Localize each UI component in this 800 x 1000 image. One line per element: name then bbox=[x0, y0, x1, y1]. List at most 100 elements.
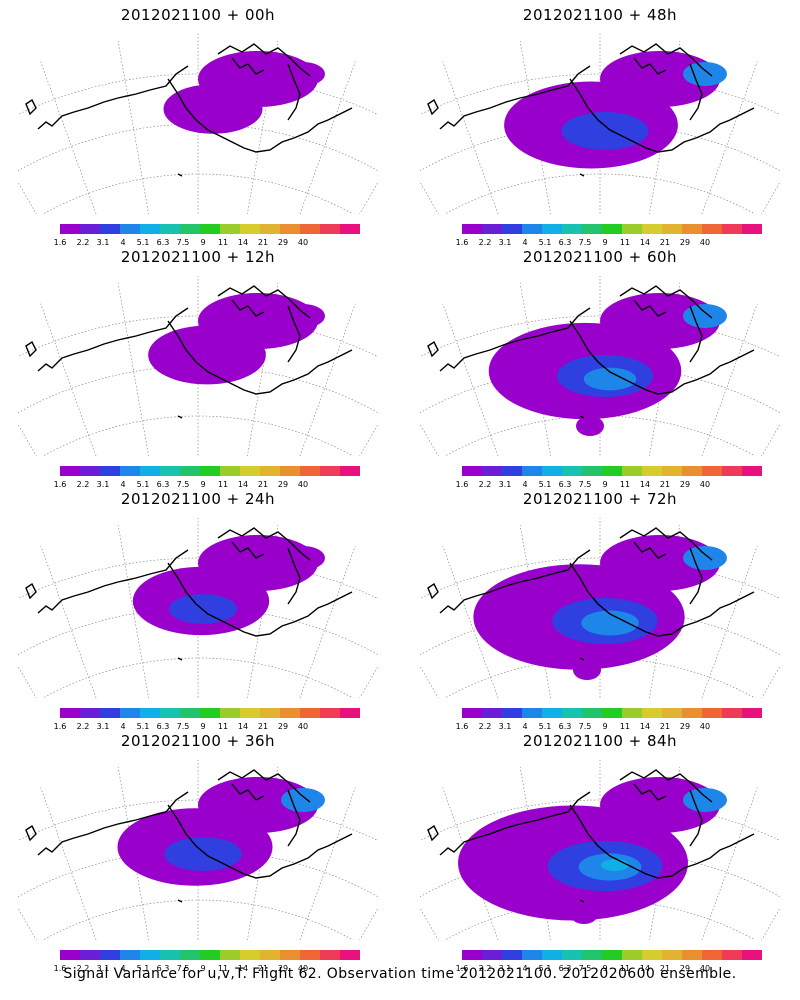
colorbar-tick-label: 7.5 bbox=[578, 238, 592, 247]
colorbar-tick-label: 1.6 bbox=[455, 722, 469, 731]
colorbar-swatch bbox=[120, 950, 141, 960]
colorbar-swatch bbox=[602, 224, 623, 234]
colorbar-swatch bbox=[662, 708, 683, 718]
colorbar-swatch bbox=[682, 224, 703, 234]
colorbar-tick-label: 9 bbox=[602, 964, 608, 973]
colorbar-tick-label: 5.1 bbox=[136, 722, 150, 731]
colorbar bbox=[60, 708, 360, 718]
colorbar-tick-label: 1.6 bbox=[53, 238, 67, 247]
colorbar-tick-label: 2.2 bbox=[478, 238, 492, 247]
colorbar-swatch bbox=[240, 224, 261, 234]
coastlines bbox=[25, 43, 353, 177]
colorbar-swatch bbox=[120, 466, 141, 476]
colorbar-tick-label: 9 bbox=[200, 238, 206, 247]
colorbar-swatch bbox=[340, 224, 360, 234]
map-view bbox=[420, 518, 780, 698]
colorbar-tick-label: 40 bbox=[297, 722, 309, 731]
colorbar-tick-label: 6.3 bbox=[156, 722, 170, 731]
colorbar-swatch bbox=[60, 466, 81, 476]
colorbar-tick-label: 2.2 bbox=[478, 480, 492, 489]
colorbar-tick-label: 9 bbox=[602, 722, 608, 731]
colorbar bbox=[462, 224, 762, 234]
colorbar-swatch bbox=[300, 466, 321, 476]
colorbar-swatch bbox=[622, 466, 643, 476]
colorbar-swatch bbox=[662, 224, 683, 234]
colorbar-tick-label: 3.1 bbox=[498, 722, 512, 731]
colorbar-tick-label: 21 bbox=[257, 964, 269, 973]
colorbar-tick-label: 6.3 bbox=[558, 964, 572, 973]
colorbar-tick-label: 2.2 bbox=[478, 722, 492, 731]
colorbar-tick-label: 5.1 bbox=[538, 964, 552, 973]
variance-shading bbox=[117, 777, 325, 886]
colorbar-tick-label: 9 bbox=[602, 480, 608, 489]
colorbar-swatch bbox=[602, 708, 623, 718]
colorbar-tick-label: 40 bbox=[297, 480, 309, 489]
colorbar-swatch bbox=[542, 224, 563, 234]
colorbar-tick-label: 29 bbox=[277, 480, 289, 489]
colorbar-swatch bbox=[502, 224, 523, 234]
colorbar-swatch bbox=[200, 466, 221, 476]
colorbar-swatch bbox=[462, 950, 483, 960]
colorbar-tick-label: 11 bbox=[619, 480, 631, 489]
forecast-panel: 2012021100 + 24h 1.6 2.2 3.1 4 5.1 6.3 7.5 9 11 14… bbox=[8, 486, 388, 731]
colorbar-tick-label: 40 bbox=[297, 238, 309, 247]
colorbar-labels: 1.6 2.2 3.1 4 5.1 6.3 7.5 9 11 14 21 29 40 bbox=[456, 480, 782, 492]
colorbar-tick-label: 1.6 bbox=[53, 964, 67, 973]
colorbar-swatch bbox=[300, 708, 321, 718]
colorbar-swatch bbox=[160, 466, 181, 476]
colorbar-tick-label: 11 bbox=[217, 964, 229, 973]
colorbar-tick-label: 11 bbox=[217, 480, 229, 489]
colorbar-tick-label: 7.5 bbox=[176, 480, 190, 489]
colorbar-tick-label: 6.3 bbox=[156, 480, 170, 489]
colorbar-swatch bbox=[482, 466, 503, 476]
colorbar-tick-label: 3.1 bbox=[498, 480, 512, 489]
colorbar-tick-label: 14 bbox=[639, 964, 651, 973]
colorbar-tick-label: 7.5 bbox=[176, 964, 190, 973]
coastlines bbox=[427, 285, 755, 419]
panel-title: 2012021100 + 84h bbox=[522, 732, 678, 750]
colorbar-tick-label: 14 bbox=[237, 722, 249, 731]
colorbar-swatch bbox=[742, 708, 762, 718]
colorbar-tick-label: 6.3 bbox=[558, 238, 572, 247]
colorbar-tick-label: 11 bbox=[217, 238, 229, 247]
map-view bbox=[18, 276, 378, 456]
colorbar-tick-label: 11 bbox=[619, 722, 631, 731]
colorbar-tick-label: 4 bbox=[522, 722, 528, 731]
colorbar-swatch bbox=[140, 224, 161, 234]
colorbar-swatch bbox=[120, 708, 141, 718]
panel-title: 2012021100 + 72h bbox=[522, 490, 678, 508]
colorbar-tick-label: 4 bbox=[522, 480, 528, 489]
colorbar-swatch bbox=[260, 466, 281, 476]
colorbar-swatch bbox=[280, 950, 301, 960]
colorbar-swatch bbox=[702, 224, 723, 234]
colorbar-tick-label: 29 bbox=[679, 722, 691, 731]
colorbar-swatch bbox=[140, 466, 161, 476]
colorbar-swatch bbox=[220, 708, 241, 718]
colorbar-swatch bbox=[482, 708, 503, 718]
colorbar-tick-label: 14 bbox=[237, 964, 249, 973]
colorbar-swatch bbox=[582, 950, 603, 960]
colorbar-swatch bbox=[80, 466, 101, 476]
colorbar-tick-label: 3.1 bbox=[96, 238, 110, 247]
colorbar-swatch bbox=[160, 950, 181, 960]
colorbar-tick-label: 1.6 bbox=[455, 964, 469, 973]
variance-shading bbox=[504, 51, 727, 169]
colorbar-swatch bbox=[220, 950, 241, 960]
colorbar-tick-label: 3.1 bbox=[96, 480, 110, 489]
colorbar-tick-label: 29 bbox=[679, 964, 691, 973]
colorbar-labels: 1.6 2.2 3.1 4 5.1 6.3 7.5 9 11 14 21 29 40 bbox=[456, 964, 782, 976]
colorbar-tick-label: 11 bbox=[217, 722, 229, 731]
colorbar-tick-label: 6.3 bbox=[156, 238, 170, 247]
colorbar-swatch bbox=[582, 708, 603, 718]
colorbar-tick-label: 3.1 bbox=[498, 964, 512, 973]
colorbar-swatch bbox=[180, 950, 201, 960]
colorbar-swatch bbox=[702, 466, 723, 476]
colorbar-tick-label: 14 bbox=[639, 480, 651, 489]
colorbar-swatch bbox=[200, 708, 221, 718]
colorbar-labels: 1.6 2.2 3.1 4 5.1 6.3 7.5 9 11 14 21 29 40 bbox=[54, 722, 380, 734]
colorbar bbox=[60, 466, 360, 476]
colorbar-swatch bbox=[300, 224, 321, 234]
colorbar-tick-label: 6.3 bbox=[156, 964, 170, 973]
colorbar-swatch bbox=[722, 708, 743, 718]
colorbar-swatch bbox=[320, 466, 341, 476]
